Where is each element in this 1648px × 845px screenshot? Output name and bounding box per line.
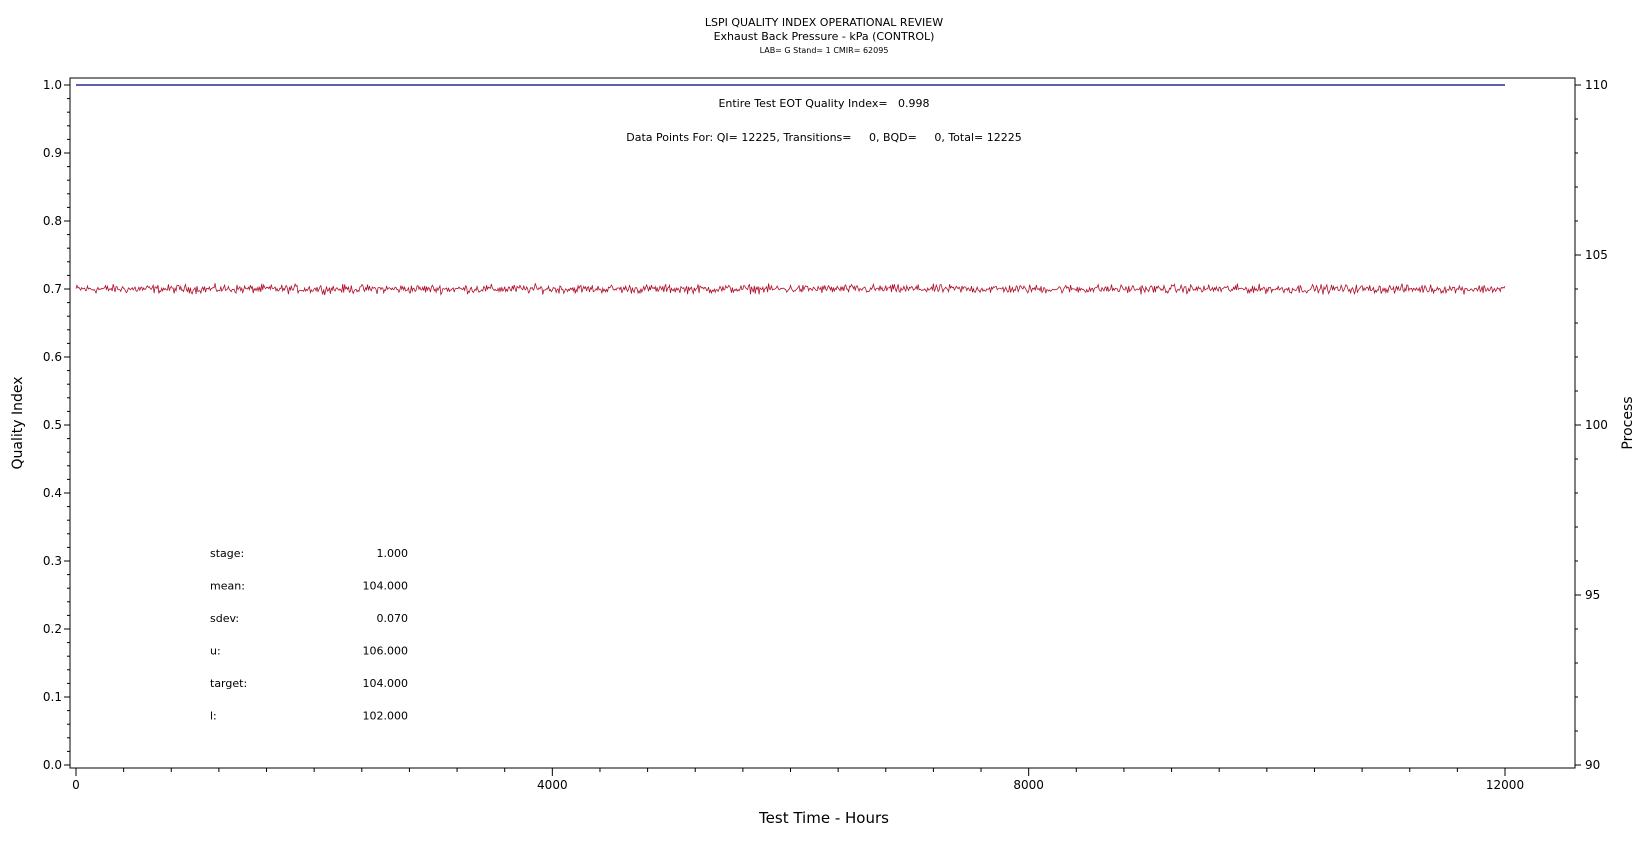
chart-meta: LAB= G Stand= 1 CMIR= 62095 [760, 46, 889, 55]
y-tick-label: 0.1 [43, 690, 62, 704]
y-tick-label: 0.4 [43, 486, 62, 500]
y-tick-label: 0.5 [43, 418, 62, 432]
y2-axis: 90 95 100 105 110 [1575, 78, 1608, 772]
stat-value: 106.000 [363, 645, 409, 658]
stat-label: stage: [210, 547, 244, 560]
stat-label: mean: [210, 580, 245, 593]
eot-quality-index: Entire Test EOT Quality Index= 0.998 [718, 97, 929, 110]
y-tick-label: 0.9 [43, 146, 62, 160]
y-tick-label: 0.8 [43, 214, 62, 228]
y-axis-title: Quality Index [10, 376, 26, 469]
y2-tick-label: 95 [1585, 588, 1600, 602]
stat-value: 104.000 [363, 580, 409, 593]
y2-tick-label: 110 [1585, 78, 1608, 92]
stat-value: 0.070 [377, 612, 409, 625]
x-tick-label: 4000 [537, 778, 568, 792]
y2-axis-title: Process [1620, 396, 1636, 449]
x-axis: 0 4000 8000 12000 [72, 768, 1524, 792]
y-tick-label: 0.6 [43, 350, 62, 364]
y-axis: 0.0 0.1 0.2 0.3 0.4 0.5 0.6 0.7 0.8 0.9 1.0 [43, 78, 70, 772]
y-tick-label: 1.0 [43, 78, 62, 92]
stat-label: l: [210, 710, 217, 723]
plot-frame [69, 77, 1576, 769]
y-tick-label: 0.7 [43, 282, 62, 296]
stat-label: u: [210, 645, 221, 658]
x-axis-title: Test Time - Hours [758, 809, 889, 827]
series-group [75, 84, 1506, 296]
y-tick-label: 0.0 [43, 758, 62, 772]
y2-tick-label: 105 [1585, 248, 1608, 262]
stat-label: sdev: [210, 612, 239, 625]
y2-tick-label: 90 [1585, 758, 1600, 772]
data-points-summary: Data Points For: QI= 12225, Transitions=… [626, 131, 1021, 144]
stat-value: 102.000 [363, 710, 409, 723]
stat-value: 104.000 [363, 677, 409, 690]
y2-tick-label: 100 [1585, 418, 1608, 432]
chart-title: LSPI QUALITY INDEX OPERATIONAL REVIEW [705, 16, 943, 29]
y-tick-label: 0.2 [43, 622, 62, 636]
stats-block: stage: 1.000 mean: 104.000 sdev: 0.070 u: 106.0… [210, 547, 408, 723]
process-line [75, 282, 1506, 296]
x-tick-label: 8000 [1013, 778, 1044, 792]
x-tick-label: 12000 [1486, 778, 1524, 792]
stat-value: 1.000 [377, 547, 409, 560]
chart-subtitle: Exhaust Back Pressure - kPa (CONTROL) [714, 30, 935, 43]
stat-label: target: [210, 677, 247, 690]
x-tick-label: 0 [72, 778, 80, 792]
y-tick-label: 0.3 [43, 554, 62, 568]
